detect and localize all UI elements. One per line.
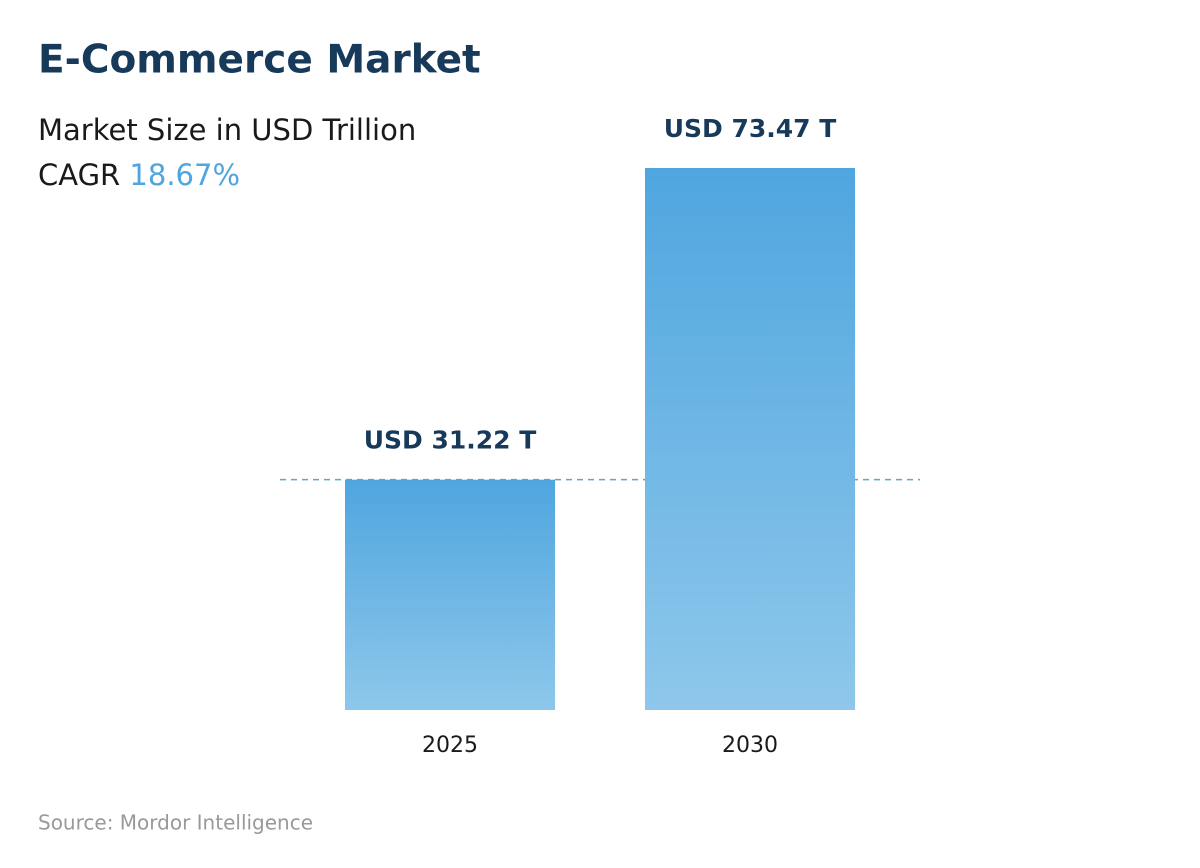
chart-title: E-Commerce Market bbox=[38, 38, 481, 83]
x-tick-label: 2025 bbox=[422, 733, 478, 758]
bar bbox=[645, 168, 855, 710]
source: Source: Mordor Intelligence bbox=[38, 811, 313, 835]
bar bbox=[345, 479, 555, 710]
value-label: USD 31.22 T bbox=[364, 426, 537, 455]
cagr-label: CAGR bbox=[38, 158, 120, 192]
x-tick-label: 2030 bbox=[722, 733, 778, 758]
chart-subtitle: Market Size in USD Trillion bbox=[38, 113, 416, 147]
cagr-value: 18.67% bbox=[129, 158, 240, 192]
value-label: USD 73.47 T bbox=[664, 114, 837, 143]
cagr-line: CAGR 18.67% bbox=[38, 158, 240, 192]
